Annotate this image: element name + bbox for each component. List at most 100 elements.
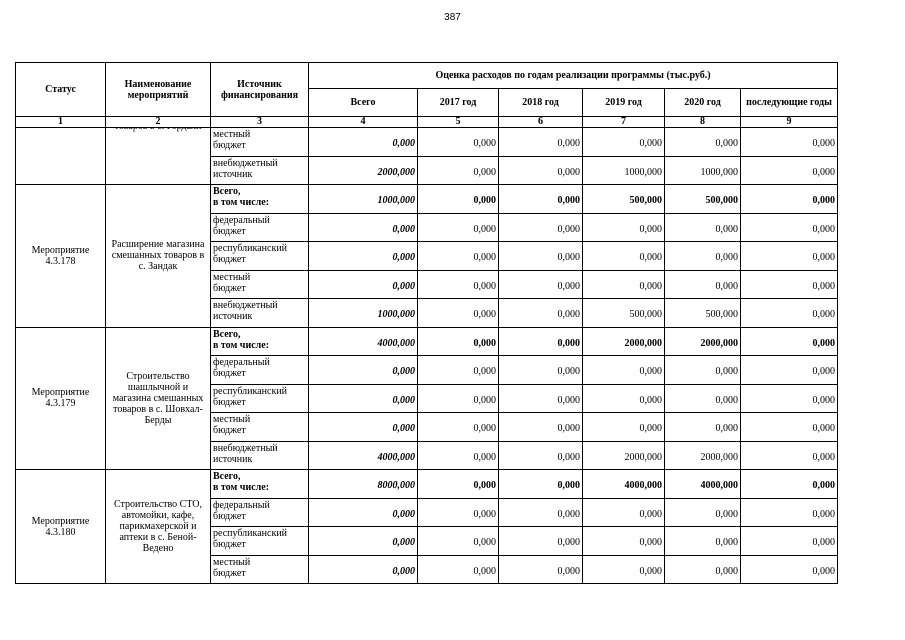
value-cell: 500,000 [664,298,741,328]
column-number: 4 [308,116,418,128]
value-cell: 4000,000 [308,440,418,470]
data-row: местный бюджет 0,000 0,000 0,000 0,000 0,000 0… [16,412,839,442]
value-cell: 0,000 [308,412,418,442]
status-cell: Мероприятие 4.3.179 [15,326,106,470]
value-cell: 0,000 [498,497,583,527]
value-cell: 0,000 [417,412,499,442]
value-cell: 0,000 [664,383,741,413]
value-cell: 0,000 [308,554,418,584]
header-cell: Источник финансирования [210,62,309,117]
value-cell: 0,000 [664,241,741,271]
value-cell: 4000,000 [308,326,418,356]
header-cell: Статус [15,62,106,117]
value-cell: 0,000 [308,526,418,556]
data-row: Мероприятие 4.3.180 Строительство СТО, ав… [15,469,839,584]
value-cell: 0,000 [739,383,839,413]
status-cell [15,127,106,185]
value-cell: 500,000 [664,184,741,214]
value-cell: 0,000 [739,127,839,157]
value-cell: 0,000 [498,554,583,584]
value-cell: 1000,000 [664,155,741,185]
status-cell: Мероприятие 4.3.180 [15,469,106,584]
value-cell: 0,000 [417,212,499,242]
value-cell: 0,000 [582,355,665,385]
source-cell: Всего, в том числе: [210,184,309,214]
value-cell: 0,000 [582,269,665,299]
value-cell: 0,000 [664,497,741,527]
value-cell: 0,000 [739,469,839,499]
source-cell: местный бюджет [210,554,309,584]
value-cell: 0,000 [417,127,499,157]
value-cell: 0,000 [664,212,741,242]
value-cell: 0,000 [308,383,418,413]
data-row: республиканский бюджет 0,000 0,000 0,000 0,0… [16,241,839,271]
value-cell: 0,000 [417,326,499,356]
data-row: местный бюджет 0,000 0,000 0,000 0,000 0,000 0… [16,554,839,584]
value-cell: 0,000 [739,326,839,356]
source-cell: республиканский бюджет [210,526,309,556]
status-cell: Мероприятие 4.3.178 [15,184,106,328]
value-cell: 0,000 [582,383,665,413]
value-cell: 0,000 [739,212,839,242]
data-row: внебюджетный источник 2000,000 0,000 0,000 1… [16,155,839,185]
column-number: 7 [582,116,665,128]
source-cell: республиканский бюджет [210,241,309,271]
value-cell: 0,000 [498,383,583,413]
value-cell: 0,000 [739,440,839,470]
data-row: Мероприятие 4.3.179 Строительство шашлычн… [15,326,839,470]
value-cell: 0,000 [417,469,499,499]
column-number: 2 [105,116,211,128]
column-header: последующие годы [739,88,839,117]
value-cell: 0,000 [308,355,418,385]
value-cell: 1000,000 [308,184,418,214]
value-cell: 500,000 [582,298,665,328]
value-cell: 0,000 [498,440,583,470]
value-cell: 0,000 [498,269,583,299]
value-cell: 0,000 [498,212,583,242]
column-number: 9 [739,116,839,128]
header-cell: Оценка расходов по годам реализации прог… [307,62,839,89]
value-cell: 0,000 [308,497,418,527]
value-cell: 0,000 [417,383,499,413]
source-cell: федеральный бюджет [210,497,309,527]
data-row: внебюджетный источник 1000,000 0,000 0,000 5… [16,298,839,328]
value-cell: 0,000 [582,241,665,271]
value-cell: 0,000 [739,184,839,214]
data-row: федеральный бюджет 0,000 0,000 0,000 0,000 0,… [16,212,839,242]
value-cell: 0,000 [308,269,418,299]
value-cell: 0,000 [739,298,839,328]
value-cell: 0,000 [417,440,499,470]
value-cell: 0,000 [582,497,665,527]
name-cell: товаров в с. Гордали [105,127,211,185]
column-number: 5 [417,116,499,128]
value-cell: 0,000 [582,554,665,584]
value-cell: 0,000 [417,497,499,527]
source-cell: федеральный бюджет [210,355,309,385]
value-cell: 0,000 [308,241,418,271]
budget-table: Статус Наименование мероприятий Источник ф… [15,62,839,584]
value-cell: 0,000 [739,412,839,442]
column-header: 2019 год [582,88,665,117]
source-cell: местный бюджет [210,127,309,157]
name-crop: товаров в с. Гордали [108,129,208,184]
value-cell: 0,000 [739,241,839,271]
value-cell: 0,000 [664,269,741,299]
value-cell: 0,000 [739,355,839,385]
column-number: 3 [210,116,309,128]
value-cell: 2000,000 [308,155,418,185]
value-cell: 0,000 [417,526,499,556]
column-number: 8 [664,116,741,128]
column-header: 2017 год [417,88,499,117]
source-cell: внебюджетный источник [210,298,309,328]
value-cell: 0,000 [417,298,499,328]
value-cell: 0,000 [664,355,741,385]
name-cell: Строительство шашлычной и магазина смеша… [105,326,211,470]
value-cell: 0,000 [582,526,665,556]
data-row: товаров в с. Гордалиместный бюджет 0,000 0… [15,127,839,185]
column-number: 1 [15,116,106,128]
value-cell: 8000,000 [308,469,418,499]
value-cell: 1000,000 [308,298,418,328]
value-cell: 0,000 [417,554,499,584]
header-row: Всего 2017 год 2018 год 2019 год 2020 год пос… [16,88,839,117]
